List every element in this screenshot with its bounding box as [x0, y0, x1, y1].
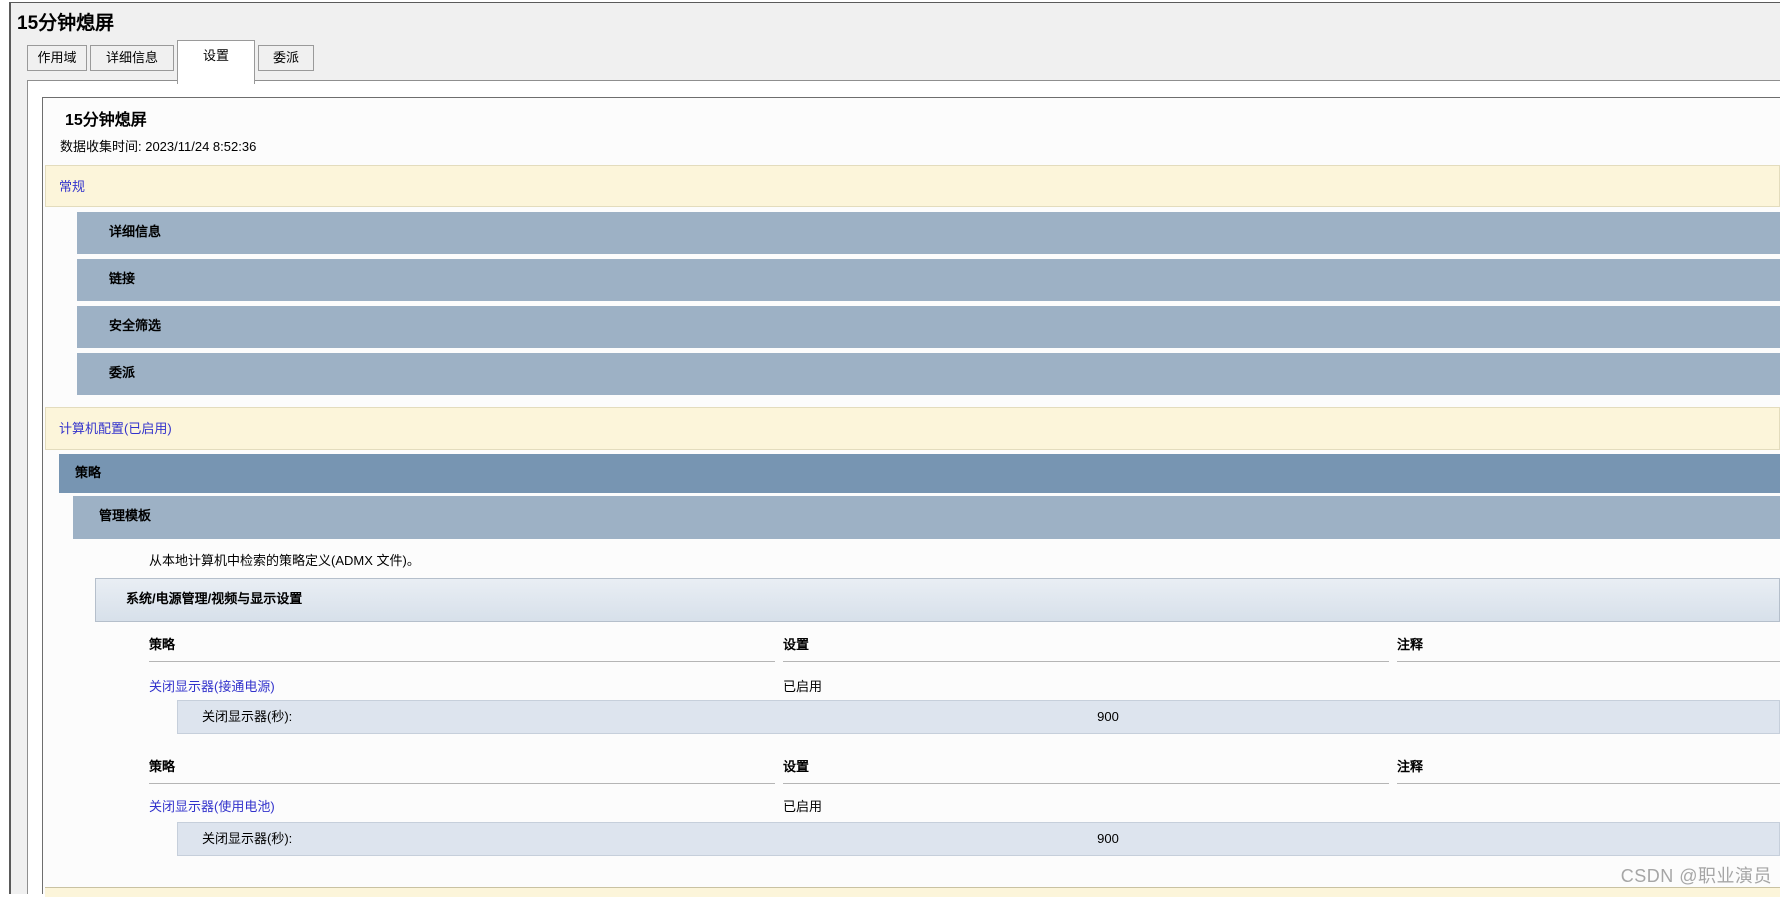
policy-path-bar[interactable]: 系统/电源管理/视频与显示设置: [95, 578, 1780, 622]
comment-value-ac-power: [1397, 676, 1780, 695]
tab-settings[interactable]: 设置: [177, 40, 255, 84]
section-security-filtering-bar[interactable]: 安全筛选: [77, 306, 1780, 348]
tab-details[interactable]: 详细信息: [90, 45, 174, 71]
subsetting-value-seconds: 900: [1083, 701, 1133, 733]
section-policies-bar[interactable]: 策略: [59, 454, 1780, 493]
settings-report-panel: 15分钟熄屏 数据收集时间: 2023/11/24 8:52:36 常规 详细信…: [42, 97, 1780, 894]
column-header-comment: 注释: [1397, 756, 1780, 784]
comment-value-battery: [1397, 796, 1780, 815]
policy-table-2-row: 关闭显示器(使用电池) 已启用: [149, 796, 1780, 815]
section-details-bar[interactable]: 详细信息: [77, 212, 1780, 254]
subsetting-value-seconds: 900: [1083, 823, 1133, 855]
subsetting-row-ac-power: 关闭显示器(秒): 900: [177, 700, 1780, 734]
tab-content-frame: 15分钟熄屏 数据收集时间: 2023/11/24 8:52:36 常规 详细信…: [27, 80, 1780, 894]
setting-value-ac-power: 已启用: [783, 676, 1389, 695]
next-section-header-partial[interactable]: [45, 887, 1780, 897]
column-header-comment: 注释: [1397, 634, 1780, 662]
report-title: 15分钟熄屏: [65, 106, 147, 130]
section-admin-templates-bar[interactable]: 管理模板: [73, 496, 1780, 539]
tab-scope[interactable]: 作用域: [27, 45, 87, 71]
tab-delegation[interactable]: 委派: [258, 45, 314, 71]
column-header-policy: 策略: [149, 634, 775, 662]
admx-definitions-note: 从本地计算机中检索的策略定义(ADMX 文件)。: [149, 550, 420, 569]
column-header-setting: 设置: [783, 634, 1389, 662]
subsetting-label: 关闭显示器(秒):: [178, 831, 292, 846]
section-delegation-bar[interactable]: 委派: [77, 353, 1780, 395]
policy-table-1-row: 关闭显示器(接通电源) 已启用: [149, 676, 1780, 695]
csdn-watermark: CSDN @职业演员: [1621, 862, 1772, 888]
policy-link-battery[interactable]: 关闭显示器(使用电池): [149, 796, 775, 815]
subsetting-label: 关闭显示器(秒):: [178, 709, 292, 724]
section-general-header[interactable]: 常规: [45, 165, 1780, 207]
policy-table-2-header: 策略 设置 注释: [149, 756, 1780, 784]
data-collect-time: 数据收集时间: 2023/11/24 8:52:36: [60, 136, 256, 155]
section-computer-config-header[interactable]: 计算机配置(已启用): [45, 407, 1780, 450]
policy-link-ac-power[interactable]: 关闭显示器(接通电源): [149, 676, 775, 695]
setting-value-battery: 已启用: [783, 796, 1389, 815]
gpo-name-title: 15分钟熄屏: [17, 8, 114, 35]
column-header-policy: 策略: [149, 756, 775, 784]
section-links-bar[interactable]: 链接: [77, 259, 1780, 301]
subsetting-row-battery: 关闭显示器(秒): 900: [177, 822, 1780, 856]
column-header-setting: 设置: [783, 756, 1389, 784]
policy-table-1-header: 策略 设置 注释: [149, 634, 1780, 662]
gpmc-window: 15分钟熄屏 作用域 详细信息 设置 委派 15分钟熄屏 数据收集时间: 202…: [9, 2, 1780, 894]
